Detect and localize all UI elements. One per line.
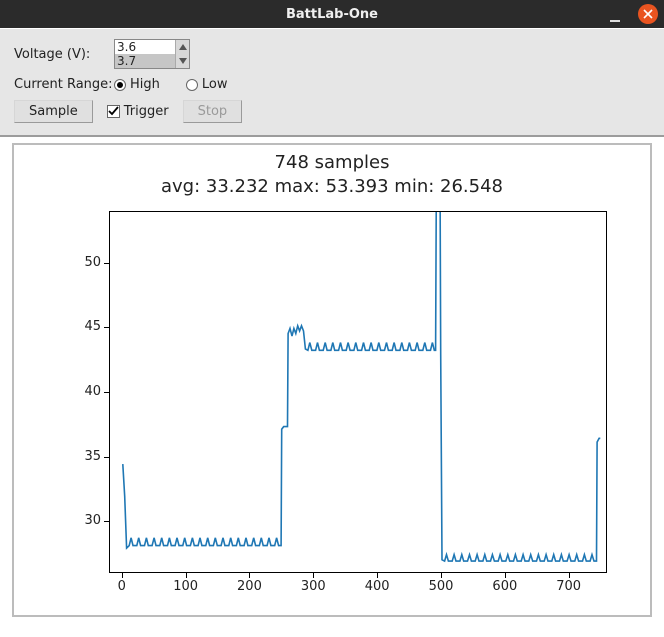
x-tick-label: 500 [426,579,456,594]
radio-high-label: High [130,77,160,92]
current-range-label: Current Range: [14,77,114,92]
voltage-option[interactable]: 3.6 [115,40,175,54]
voltage-label: Voltage (V): [14,47,114,62]
voltage-option[interactable]: 3.7 [115,54,175,68]
stop-button[interactable]: Stop [183,100,243,123]
voltage-spin-up[interactable] [176,40,189,54]
x-tick-label: 600 [490,579,520,594]
y-tick-label: 50 [69,255,101,270]
x-tick-label: 200 [234,579,264,594]
chart-title-line2: avg: 33.232 max: 53.393 min: 26.548 [14,175,650,199]
y-tick-label: 35 [69,449,101,464]
x-tick-label: 0 [107,579,137,594]
chart-title-line1: 748 samples [14,151,650,175]
minimize-button[interactable] [606,5,624,23]
voltage-selector[interactable]: 3.63.7 [114,39,190,69]
close-button[interactable] [638,4,658,24]
x-tick-label: 400 [362,579,392,594]
radio-low-label: Low [202,77,228,92]
y-tick-label: 40 [69,384,101,399]
y-tick-label: 30 [69,513,101,528]
window-title: BattLab-One [286,7,378,22]
current-range-low-radio[interactable]: Low [186,77,228,92]
trigger-label: Trigger [124,104,169,119]
x-tick-label: 300 [298,579,328,594]
title-bar: BattLab-One [0,0,664,28]
trigger-checkbox[interactable]: Trigger [107,104,169,119]
control-panel: Voltage (V): 3.63.7 Current Range: High … [0,28,664,137]
voltage-spin-down[interactable] [176,54,189,68]
sample-button[interactable]: Sample [14,100,93,123]
chart-container: 748 samples avg: 33.232 max: 53.393 min:… [12,143,652,617]
x-tick-label: 700 [554,579,584,594]
plot-area [109,211,607,573]
current-range-high-radio[interactable]: High [114,77,160,92]
chart-line [110,212,608,574]
chart-title: 748 samples avg: 33.232 max: 53.393 min:… [14,151,650,200]
y-tick-label: 45 [69,319,101,334]
x-tick-label: 100 [171,579,201,594]
